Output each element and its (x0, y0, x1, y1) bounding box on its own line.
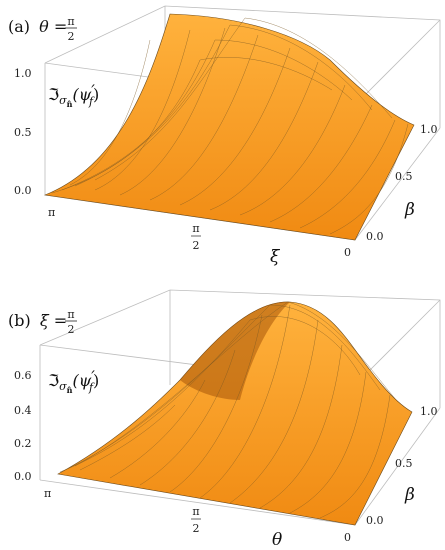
panel-a-x-tick-zero: 0 (344, 246, 351, 259)
panel-b-title: (b) ξ = (8, 311, 67, 330)
panel-b-title-frac-num: π (67, 308, 74, 321)
panel-b-z-tick-3: 0.2 (14, 437, 32, 450)
panel-b-x-tick-half-den: 2 (193, 522, 200, 535)
surface-grid-line (299, 119, 396, 229)
panel-b-z-tick-2: 0.4 (14, 404, 32, 417)
panel-b-y-tick-2: 1.0 (420, 405, 438, 418)
surface-grid-line (74, 301, 399, 467)
surface-grid-line (94, 29, 191, 191)
surface-grid-line (199, 304, 291, 499)
panel-b-z-tick-1: 0.6 (14, 369, 32, 382)
surface-grid-line (74, 24, 373, 187)
panel-a-y-tick-0: 0.0 (366, 230, 384, 243)
panel-b-title-frac-den: 2 (68, 323, 75, 336)
panel-a-x-name: ξ (270, 247, 281, 267)
surface-grid-line (79, 404, 176, 471)
panel-a-y-tick-1: 0.5 (395, 170, 413, 183)
panel-b-surface (57, 301, 413, 526)
surface-grid-line (319, 394, 391, 519)
panel-a-z-tick-1: 1.0 (14, 67, 32, 80)
panel-b-x-tick-zero: 0 (344, 531, 351, 544)
panel-b-y-tick-1: 0.5 (395, 457, 413, 470)
panel-a-title-frac-den: 2 (68, 30, 75, 43)
panel-a-z-tick-3: 0.0 (14, 184, 32, 197)
panel-a-box-back (44, 5, 441, 128)
surface-grid-line (209, 61, 319, 211)
surface-grid-line (149, 34, 259, 201)
panel-a-title: (a) θ = (8, 17, 67, 36)
panel-a: (a) θ = π 2 1.0 0.5 0.0 ℑσn̂(ψ′ f) π π 2 … (8, 5, 441, 267)
panel-b-x-tick-half-num: π (192, 505, 199, 518)
panel-a-title-frac-num: π (67, 15, 74, 28)
panel-b-x-tick-pi: π (44, 487, 51, 500)
surface-grid-line (119, 27, 226, 196)
surface-grid-line (139, 349, 236, 486)
panel-b-y-tick-0: 0.0 (366, 514, 384, 527)
panel-b-z-tick-4: 0.0 (14, 470, 32, 483)
panel-a-x-tick-half-num: π (192, 222, 199, 235)
surface-grid-line (61, 39, 353, 191)
panel-a-z-label: ℑσn̂(ψ′ f) (48, 81, 99, 109)
surface-grid-line (289, 371, 367, 514)
surface-grid-line (64, 304, 381, 471)
panel-a-surface (43, 13, 415, 241)
panel-a-x-tick-half-den: 2 (193, 239, 200, 252)
panel-b-z-label: ℑσn̂(ψ′ f) (48, 367, 99, 395)
surface-grid-line (329, 123, 409, 235)
surface-grid-line (169, 314, 263, 493)
surface-grid-line (109, 379, 206, 479)
surface-grid-line (69, 39, 151, 186)
surface-grid-line (259, 344, 343, 509)
panel-a-y-name: β (404, 200, 415, 220)
panel-a-y-tick-2: 1.0 (420, 123, 438, 136)
panel-a-x-tick-pi: π (48, 206, 55, 219)
panel-b-y-name: β (404, 485, 415, 505)
surface-grid-line (94, 17, 393, 181)
panel-b-x-name: θ (272, 530, 282, 550)
panel-b: (b) ξ = π 2 0.6 0.4 0.2 0.0 ℑσn̂(ψ′ f) π … (8, 289, 441, 550)
panel-a-z-tick-2: 0.5 (14, 126, 32, 139)
